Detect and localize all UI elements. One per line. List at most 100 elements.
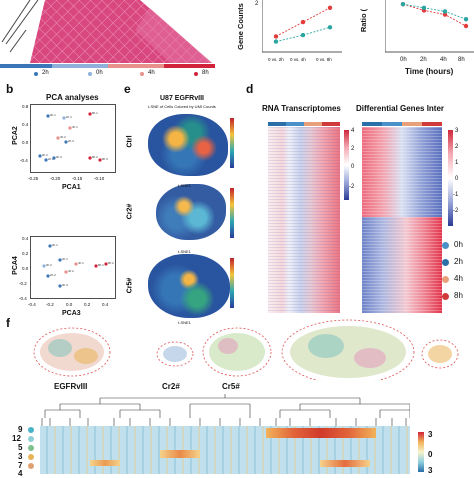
pca-bottom-xtick-5: 0.4 [102, 302, 109, 307]
ratio-xlabel: Time (hours) [405, 67, 454, 76]
pca-bottom-xtick-4: 0.2 [84, 302, 91, 307]
legend-d-label-4h: 4h [454, 274, 463, 283]
tsne-subtitle: t-SNE of Cells Colored by UMI Counts [148, 104, 216, 109]
diff-scale-neg1: -1 [453, 192, 459, 198]
gene-counts-xtick-3: 0 vs. 8h [316, 57, 332, 62]
svg-text:0h 1: 0h 1 [52, 243, 58, 247]
tsne-xlabel-3: t-SNE1 [178, 320, 191, 325]
diff-colorbar [448, 130, 453, 226]
ratio-xtick-2h: 2h [420, 57, 427, 63]
gene-counts-series-2-line [275, 26, 331, 43]
cluster-heatmap-hot-1 [266, 428, 376, 438]
legend-dot-2h [34, 72, 38, 76]
legend-d-dot-2h [442, 259, 449, 266]
cluster-row-label-7: 7 [18, 461, 23, 470]
svg-text:4h 2: 4h 2 [60, 135, 66, 139]
rna-colorbar [344, 130, 349, 200]
panel-letter-f: f [6, 316, 10, 330]
pca-top-xlabel: PCA1 [62, 184, 81, 191]
pca-top-ytick-4: -0.4 [20, 158, 28, 163]
pca-top-ytick-1: 0.8 [22, 104, 29, 109]
umap-label-cr2: Cr2# [162, 382, 180, 391]
ratio-series-1-point-3 [442, 12, 448, 17]
pca-bottom-xtick-2: -0.2 [46, 302, 54, 307]
svg-text:2h 3: 2h 3 [68, 139, 74, 143]
rna-heatmap-header [268, 122, 340, 126]
cluster-heatmap-hot-2 [160, 450, 200, 458]
diff-scale-neg2: -2 [453, 208, 459, 214]
svg-text:8h 2: 8h 2 [92, 155, 98, 159]
correlation-heatmap [0, 0, 215, 68]
svg-text:8h 3: 8h 3 [102, 157, 108, 161]
svg-text:8h 1: 8h 1 [98, 263, 104, 267]
cluster-scale-mid: 0 [428, 450, 433, 459]
rna-scale-4: 4 [351, 128, 355, 134]
gene-counts-series-2-point-2 [300, 32, 306, 38]
tsne-plot-ctrl [148, 114, 228, 176]
tsne-row-cr2-label-wrap: Cr2# [126, 200, 138, 230]
legend-dot-4h [140, 72, 144, 76]
pca-top-ylabel-wrap: PCA2 [12, 104, 26, 174]
pca-top-plot: 0h 1 2h 1 8h 1 4h 1 4h 2 2h 3 0h 2 2h 2 … [30, 104, 116, 173]
pca-top-xtick-3: -0.15 [72, 176, 83, 181]
svg-text:2h 1: 2h 1 [66, 115, 72, 119]
cluster-scale-bottom: 3 [428, 466, 433, 475]
ratio-chart [385, 0, 474, 53]
rna-transcriptomes-title: RNA Transcriptomes [262, 104, 341, 113]
diff-heatmap-texture [362, 127, 442, 313]
cluster-dot-7 [28, 463, 34, 469]
tsne-row-cr5-label-wrap: Cr5# [126, 274, 138, 304]
pca-top-xtick-2: -0.20 [50, 176, 61, 181]
cluster-scale-top: 3 [428, 430, 433, 439]
panel-letter-e: e [124, 82, 131, 96]
tsne-row-cr5-label: Cr5# [126, 277, 134, 294]
cluster-colorbar [418, 432, 424, 472]
pca-title: PCA analyses [46, 93, 99, 102]
legend-label-8h: 8h [202, 70, 209, 76]
tsne-plot-cr2 [156, 184, 226, 240]
diff-heatmap-top [362, 127, 442, 217]
diff-scale-0: 0 [455, 176, 459, 182]
rna-heatmap-texture [268, 127, 340, 313]
legend-d-label-8h: 8h [454, 291, 463, 300]
svg-text:8h 2: 8h 2 [108, 261, 114, 265]
diff-scale-3: 3 [455, 128, 459, 134]
legend-d-dot-4h [442, 276, 449, 283]
cluster-row-label-9: 9 [18, 425, 23, 434]
rna-heatmap [268, 127, 340, 313]
rna-scale-0: 0 [351, 164, 355, 170]
differential-genes-title: Differential Genes Inter [356, 104, 445, 113]
cluster-row-label-12: 12 [12, 434, 21, 443]
tsne-plot-cr5 [148, 254, 230, 318]
diff-heatmap-bottom [362, 217, 442, 313]
cluster-row-label-3: 3 [18, 452, 23, 461]
svg-text:0h 2: 0h 2 [42, 153, 48, 157]
gene-counts-chart [262, 0, 342, 53]
cluster-row-dots [28, 426, 36, 474]
gene-counts-ylabel: Gene Counts [235, 3, 245, 50]
pca-bottom-ytick-3: 0.0 [22, 266, 29, 271]
cluster-dot-3 [28, 454, 34, 460]
legend-d-dot-8h [442, 293, 449, 300]
svg-text:8h 1: 8h 1 [92, 111, 98, 115]
umap-label-egfrviii: EGFRvIII [54, 382, 88, 391]
pca-top-ylabel: PCA2 [11, 126, 19, 145]
panel-letter-d: d [246, 82, 254, 96]
tsne-title: U87 EGFRvIII [160, 95, 204, 102]
legend-label-2h: 2h [42, 70, 49, 76]
ratio-xtick-4h: 4h [440, 57, 447, 63]
cluster-dot-12 [28, 436, 34, 442]
tsne-panels: Ctrl Cr2# Cr5# [126, 112, 240, 327]
pca-bottom-ytick-4: -0.2 [19, 281, 27, 286]
pca-top-ytick-3: 0.0 [22, 140, 29, 145]
pca-bottom-ytick-1: 0.4 [22, 236, 29, 241]
svg-text:4h 2: 4h 2 [68, 269, 74, 273]
cluster-row-label-5: 5 [18, 443, 23, 452]
pca-bottom-plot: 0h 1 2h 1 0h 2 4h 1 8h 1 8h 2 4h 2 2h 2 … [30, 236, 116, 299]
svg-text:0h 3: 0h 3 [56, 155, 62, 159]
gene-counts-ytick: 2 [255, 1, 259, 7]
gene-counts-xtick-1: 0 vs. 2h [268, 57, 284, 62]
gene-counts-series-2-point-1 [273, 39, 279, 44]
gene-counts-series-1-point-1 [273, 34, 279, 39]
